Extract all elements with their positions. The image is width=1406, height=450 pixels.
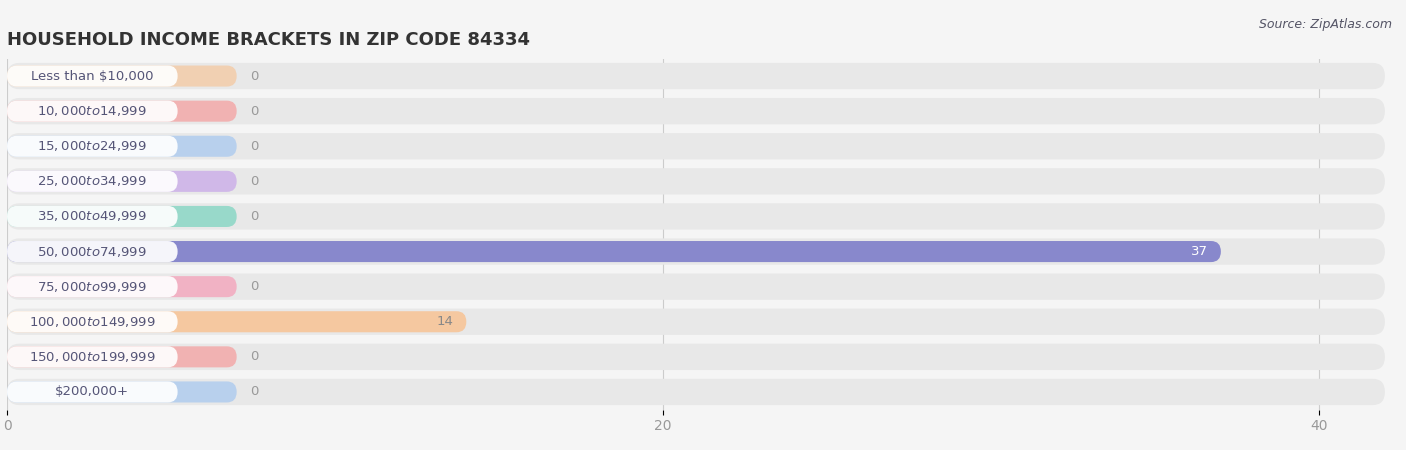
Text: 14: 14 — [436, 315, 453, 328]
Text: $25,000 to $34,999: $25,000 to $34,999 — [38, 174, 148, 189]
FancyBboxPatch shape — [7, 309, 1385, 335]
FancyBboxPatch shape — [7, 98, 1385, 124]
Text: 37: 37 — [1191, 245, 1208, 258]
FancyBboxPatch shape — [7, 276, 236, 297]
FancyBboxPatch shape — [7, 133, 1385, 159]
FancyBboxPatch shape — [7, 171, 177, 192]
FancyBboxPatch shape — [7, 344, 1385, 370]
FancyBboxPatch shape — [7, 171, 236, 192]
FancyBboxPatch shape — [7, 168, 1385, 194]
FancyBboxPatch shape — [7, 136, 236, 157]
FancyBboxPatch shape — [7, 346, 236, 367]
Text: 0: 0 — [250, 280, 259, 293]
Text: $150,000 to $199,999: $150,000 to $199,999 — [30, 350, 156, 364]
Text: HOUSEHOLD INCOME BRACKETS IN ZIP CODE 84334: HOUSEHOLD INCOME BRACKETS IN ZIP CODE 84… — [7, 31, 530, 49]
Text: 0: 0 — [250, 175, 259, 188]
Text: 0: 0 — [250, 105, 259, 117]
Text: 0: 0 — [250, 386, 259, 398]
Text: $35,000 to $49,999: $35,000 to $49,999 — [38, 209, 148, 224]
FancyBboxPatch shape — [7, 63, 1385, 89]
FancyBboxPatch shape — [7, 101, 177, 122]
FancyBboxPatch shape — [7, 274, 1385, 300]
Text: 0: 0 — [250, 351, 259, 363]
FancyBboxPatch shape — [7, 101, 236, 122]
FancyBboxPatch shape — [7, 238, 1385, 265]
Text: $15,000 to $24,999: $15,000 to $24,999 — [38, 139, 148, 153]
FancyBboxPatch shape — [7, 203, 1385, 230]
FancyBboxPatch shape — [7, 241, 1220, 262]
FancyBboxPatch shape — [7, 382, 236, 402]
Text: $200,000+: $200,000+ — [55, 386, 129, 398]
FancyBboxPatch shape — [7, 276, 177, 297]
FancyBboxPatch shape — [7, 382, 177, 402]
FancyBboxPatch shape — [7, 206, 177, 227]
Text: $50,000 to $74,999: $50,000 to $74,999 — [38, 244, 148, 259]
Text: Source: ZipAtlas.com: Source: ZipAtlas.com — [1258, 18, 1392, 31]
Text: 0: 0 — [250, 70, 259, 82]
Text: $100,000 to $149,999: $100,000 to $149,999 — [30, 315, 156, 329]
FancyBboxPatch shape — [7, 241, 177, 262]
FancyBboxPatch shape — [7, 66, 177, 86]
FancyBboxPatch shape — [7, 346, 177, 367]
FancyBboxPatch shape — [7, 311, 467, 332]
Text: Less than $10,000: Less than $10,000 — [31, 70, 153, 82]
Text: $75,000 to $99,999: $75,000 to $99,999 — [38, 279, 148, 294]
Text: 0: 0 — [250, 140, 259, 153]
Text: 0: 0 — [250, 210, 259, 223]
FancyBboxPatch shape — [7, 66, 236, 86]
Text: $10,000 to $14,999: $10,000 to $14,999 — [38, 104, 148, 118]
FancyBboxPatch shape — [7, 136, 177, 157]
FancyBboxPatch shape — [7, 379, 1385, 405]
FancyBboxPatch shape — [7, 311, 177, 332]
FancyBboxPatch shape — [7, 206, 236, 227]
